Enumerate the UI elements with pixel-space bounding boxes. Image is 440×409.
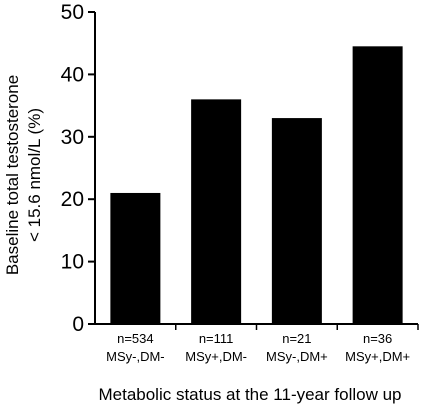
category-n-label: n=21 — [282, 331, 311, 346]
y-tick-label: 10 — [61, 251, 84, 274]
bar — [352, 46, 403, 324]
category-n-label: n=111 — [199, 331, 234, 346]
y-tick-label: 50 — [61, 1, 84, 24]
category-n-label: n=534 — [117, 331, 154, 346]
x-axis-title: Metabolic status at the 11-year follow u… — [98, 385, 401, 404]
y-tick-label: 40 — [61, 63, 84, 86]
category-labels: n=534 MSy-,DM-n=111 MSy+,DM-n=21 MSy-,DM+ n=… — [106, 324, 419, 364]
bar — [271, 118, 322, 324]
y-tick-label: 30 — [61, 126, 84, 149]
y-axis-ticks: 0 10 20 30 40 50 — [61, 1, 95, 336]
category-status-label: MSy-,DM- — [106, 349, 165, 364]
bar — [191, 99, 242, 324]
bar — [110, 192, 161, 324]
category-status-label: MSy+,DM+ — [345, 349, 410, 364]
y-tick-label: 20 — [61, 188, 84, 211]
category-status-label: MSy-,DM+ — [266, 349, 328, 364]
y-tick-label: 0 — [72, 313, 84, 336]
y-axis-title-line2: < 15.6 nmol/L (%) — [25, 108, 44, 242]
y-axis-title-line1: Baseline total testosterone — [3, 75, 22, 275]
category-n-label: n=36 — [363, 331, 392, 346]
category-status-label: MSy+,DM- — [185, 349, 247, 364]
bars — [110, 46, 403, 324]
